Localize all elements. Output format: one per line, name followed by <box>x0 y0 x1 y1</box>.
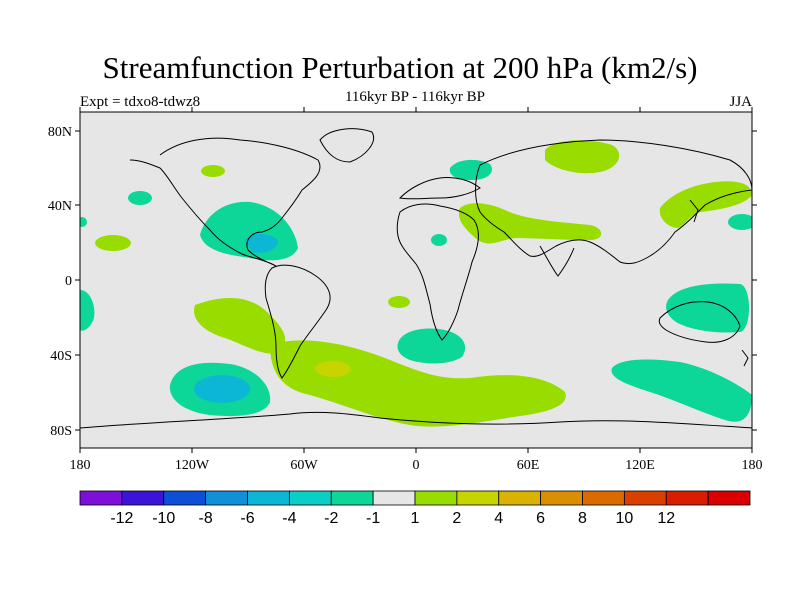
experiment-label: Expt = tdxo8-tdwz8 <box>80 94 201 110</box>
lon-label: 120E <box>625 458 655 473</box>
colorbar-swatch <box>498 490 542 506</box>
colorbar-swatch <box>665 490 709 506</box>
lon-labels: 180 120W 60W 0 60E 120E 180 <box>70 458 763 473</box>
lon-label: 120W <box>175 458 210 473</box>
colorbar-label: 4 <box>494 510 503 527</box>
colorbar-swatch <box>79 490 123 506</box>
colorbar-label: 12 <box>657 510 675 527</box>
contour-positive-southern-ocean <box>270 340 566 427</box>
lat-labels: 80N 40N 0 40S 80S <box>48 125 72 439</box>
colorbar-label: 6 <box>536 510 545 527</box>
lon-label: 60W <box>290 458 318 473</box>
colorbar-swatch <box>121 490 165 506</box>
coast-australia <box>658 301 741 343</box>
contour-negative-scandinavia <box>449 159 492 180</box>
contour-positive-alaska <box>201 165 225 177</box>
colorbar-swatch <box>623 490 667 506</box>
contour-negative-npac <box>128 191 152 205</box>
contour-negative-south-atlantic <box>397 328 466 364</box>
contour-positive-siberia <box>545 140 620 174</box>
lat-label: 40S <box>50 349 72 364</box>
contour-negative-west-edge-small <box>80 217 87 227</box>
lat-label: 40N <box>48 199 72 214</box>
contour-negative-sp-core <box>194 375 250 403</box>
lat-label: 80S <box>50 424 72 439</box>
axis-ticks <box>75 107 757 453</box>
colorbar-swatch <box>372 490 416 506</box>
contour-positive-eurasia <box>458 203 602 244</box>
colorbar-label: -1 <box>366 510 380 527</box>
coast-greenland <box>319 128 374 163</box>
coast-india <box>539 245 575 277</box>
colorbar-swatch <box>288 490 332 506</box>
contour-positive-tropical-atlantic <box>388 296 410 308</box>
season-label: JJA <box>729 94 752 110</box>
colorbar-swatch <box>582 490 625 506</box>
contour-negative-west-pacific <box>728 214 752 230</box>
colorbar-label: -10 <box>152 510 175 527</box>
colorbar-swatch <box>205 490 248 506</box>
map-title: Streamfunction Perturbation at 200 hPa (… <box>102 50 698 85</box>
colorbar-label: 1 <box>411 510 420 527</box>
colorbar-swatch <box>163 490 207 506</box>
colorbar-label: 2 <box>452 510 461 527</box>
map-subtitle: 116kyr BP - 116kyr BP <box>344 89 485 105</box>
lon-label: 60E <box>517 458 540 473</box>
contour-negative-africa <box>431 234 447 246</box>
colorbar-label: -8 <box>199 510 213 527</box>
colorbar-label: -6 <box>240 510 254 527</box>
colorbar-label: -12 <box>110 510 133 527</box>
colorbar-label: -4 <box>282 510 296 527</box>
lon-label: 0 <box>413 458 420 473</box>
contour-negative-south-indian <box>611 359 752 422</box>
coastlines <box>80 128 752 429</box>
coast-south-america <box>264 264 331 379</box>
contour-negative-west-edge <box>80 290 95 331</box>
contour-negative-australia <box>666 283 749 333</box>
coast-north-america <box>129 137 321 267</box>
contour-negative-gulf <box>245 234 278 253</box>
colorbar <box>79 490 751 506</box>
coast-asia <box>475 139 752 265</box>
colorbar-swatch <box>330 490 374 506</box>
colorbar-label: 8 <box>578 510 587 527</box>
contour-positive-hawaii <box>95 235 131 251</box>
contour-fills <box>80 140 752 427</box>
coast-antarctica <box>80 411 752 429</box>
lat-label: 80N <box>48 125 72 140</box>
lon-label: 180 <box>70 458 91 473</box>
colorbar-labels: -12 -10 -8 -6 -4 -2 -1 1 2 4 6 8 10 12 <box>110 510 675 527</box>
lon-label: 180 <box>742 458 763 473</box>
coast-new-zealand <box>741 349 749 367</box>
colorbar-swatch <box>540 490 583 506</box>
coast-japan <box>689 199 699 223</box>
contour-positive-south-pacific <box>194 297 286 354</box>
coast-africa-europe <box>396 177 481 341</box>
lat-label: 0 <box>65 274 72 289</box>
colorbar-swatch <box>456 490 500 506</box>
colorbar-swatch <box>414 490 458 506</box>
contour-positive-southern-core <box>315 361 351 377</box>
colorbar-label: 10 <box>615 510 633 527</box>
colorbar-swatch <box>707 490 751 506</box>
colorbar-swatch <box>247 490 290 506</box>
colorbar-label: -2 <box>324 510 338 527</box>
